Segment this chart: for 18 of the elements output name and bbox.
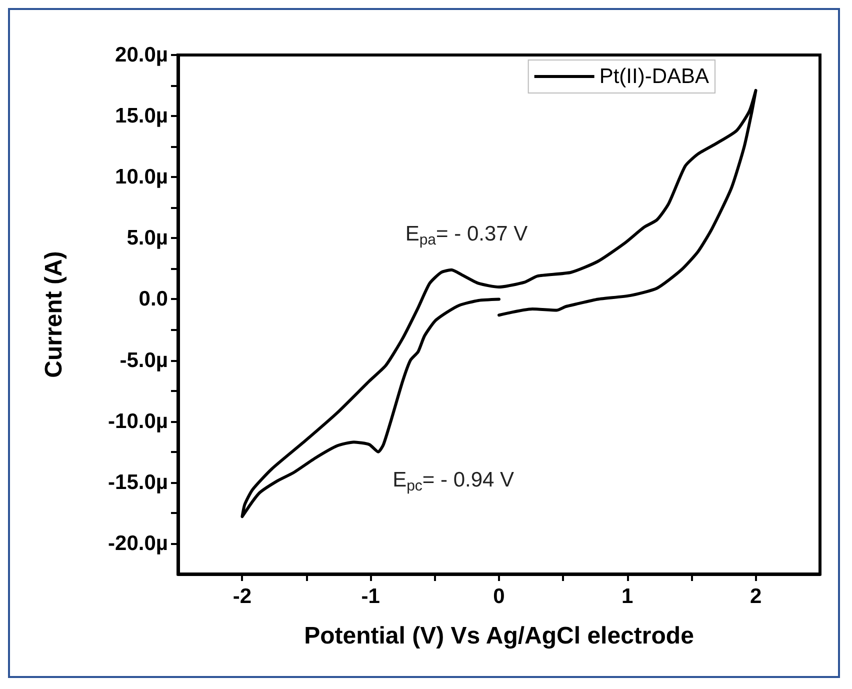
y-tick-label: -15.0µ — [108, 470, 168, 494]
x-tick-label: 0 — [493, 585, 505, 608]
y-tick-label: 5.0µ — [126, 226, 168, 250]
x-tick-label: 2 — [750, 585, 762, 608]
y-tick-label: 10.0µ — [115, 166, 168, 189]
y-axis-title: Current (A) — [40, 251, 68, 378]
x-axis-title: Potential (V) Vs Ag/AgCl electrode — [304, 622, 694, 650]
legend-label: Pt(II)-DABA — [599, 65, 710, 88]
y-tick-label: 15.0µ — [115, 104, 168, 128]
y-tick-label: 0.0 — [138, 288, 168, 311]
x-tick-label: -1 — [361, 585, 380, 608]
x-tick-label: -2 — [232, 585, 252, 608]
y-tick-label: -10.0µ — [108, 410, 168, 433]
y-tick-label: -5.0µ — [120, 348, 168, 372]
x-tick-label: 1 — [622, 585, 634, 608]
y-tick-label: 20.0µ — [115, 44, 168, 66]
y-tick-label: -20.0µ — [108, 532, 168, 555]
line-series — [240, 88, 758, 518]
